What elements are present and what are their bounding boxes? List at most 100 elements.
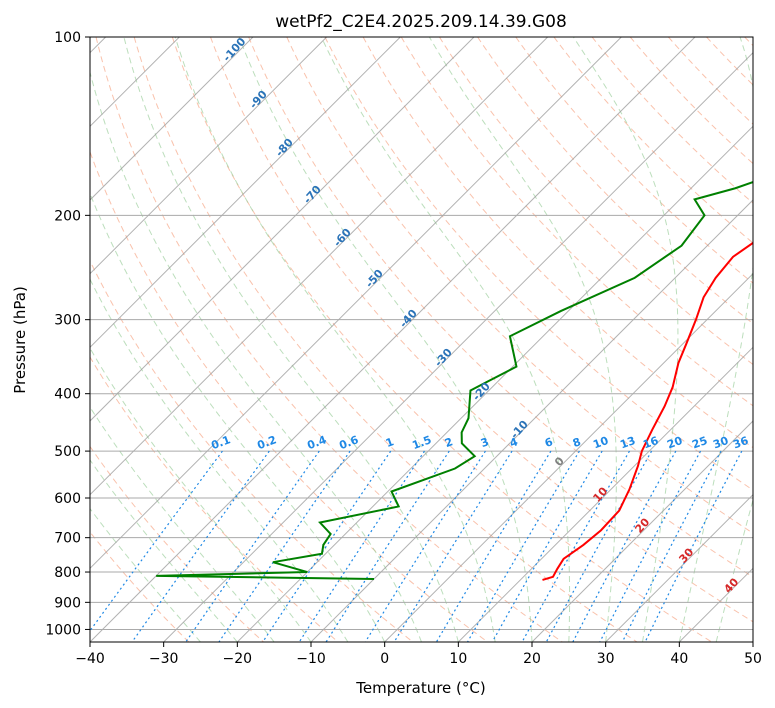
mixing-ratio-label: 1.5 <box>410 433 433 452</box>
dry-adiabat <box>90 445 264 642</box>
mixing-ratio-line <box>466 450 580 642</box>
isotherm <box>605 493 753 642</box>
y-tick-label: 500 <box>54 444 81 460</box>
moist-adiabat <box>90 192 386 642</box>
plot-frame <box>89 36 754 643</box>
isotherm <box>457 346 753 642</box>
isotherm <box>163 51 753 642</box>
moist-adiabat <box>320 37 571 642</box>
moist-adiabat <box>123 37 459 642</box>
isotherm <box>90 37 696 642</box>
mixing-ratio-line <box>521 450 631 642</box>
data-lines <box>156 181 753 581</box>
mixing-ratio-line <box>325 450 450 642</box>
isotherm <box>236 125 753 642</box>
moist-adiabat <box>428 37 617 642</box>
isotherm <box>90 37 328 275</box>
moist-adiabat <box>572 37 679 642</box>
isotherm <box>90 37 254 201</box>
dry-adiabat <box>439 37 753 366</box>
isotherm <box>90 37 401 349</box>
y-tick-label: 400 <box>54 387 81 403</box>
mixing-ratio-line <box>435 450 552 642</box>
moist-adiabat <box>90 70 422 642</box>
mixing-ratio-line <box>491 450 603 642</box>
x-tick-label: −20 <box>223 651 253 667</box>
mixing-ratio-label: 2 <box>443 435 455 450</box>
mixing-ratio-label: 0.2 <box>255 433 278 452</box>
x-axis: −40 −30 −20 −10 0 10 20 30 40 50 <box>75 642 762 667</box>
mixing-ratio-line <box>298 450 425 642</box>
y-tick-label: 300 <box>54 313 81 329</box>
dry-adiabat <box>90 150 488 642</box>
isotherm <box>310 199 753 642</box>
mixing-ratio-label: 3 <box>479 435 491 450</box>
moist-adiabat <box>678 37 753 642</box>
dewpoint-line <box>156 181 753 581</box>
y-tick-label: 1000 <box>45 622 81 638</box>
x-tick-label: 20 <box>523 651 541 667</box>
mixing-ratio-label: 13 <box>618 434 637 451</box>
dry-adiabat <box>90 531 190 642</box>
mixing-ratio-label: 25 <box>690 434 709 451</box>
dry-adiabat <box>210 37 753 623</box>
dry-adiabat <box>133 37 638 642</box>
mixing-ratio-line <box>393 450 513 642</box>
mixing-ratio-label: 4 <box>508 435 520 450</box>
y-tick-label: 800 <box>54 565 81 581</box>
mixing-ratio-label: 0.6 <box>337 433 360 452</box>
x-tick-label: 10 <box>449 651 467 667</box>
moist-adiabat <box>174 37 496 642</box>
y-tick-label: 700 <box>54 531 81 547</box>
x-tick-label: 30 <box>597 651 615 667</box>
mixing-ratio-label: 0.1 <box>209 433 232 452</box>
dry-adiabat <box>286 37 753 534</box>
y-tick-label: 100 <box>54 30 81 46</box>
moist-adiabat <box>238 37 533 642</box>
background-lines <box>90 37 753 642</box>
mixing-ratio-label: 30 <box>711 434 730 452</box>
moist-adiabat <box>715 498 753 642</box>
dry-adiabat <box>248 37 753 578</box>
x-axis-title: Temperature (°C) <box>355 679 485 697</box>
isotherm <box>90 37 549 496</box>
x-tick-label: −40 <box>75 651 105 667</box>
mixing-ratio-label: 36 <box>731 434 750 452</box>
x-tick-label: 40 <box>670 651 688 667</box>
isotherm <box>90 37 622 570</box>
chart-title: wetPf2_C2E4.2025.209.14.39.G08 <box>275 12 567 32</box>
mixing-ratio-label: 16 <box>641 434 660 452</box>
mixing-ratio-line <box>262 450 392 642</box>
mixing-ratio-label: 0.4 <box>305 433 328 452</box>
y-axis: 100 200 300 400 500 600 700 800 900 1000 <box>45 30 90 638</box>
y-tick-label: 600 <box>54 491 81 507</box>
x-tick-label: −10 <box>296 651 326 667</box>
mixing-ratio-line <box>572 450 677 642</box>
mixing-ratio-label: 6 <box>543 435 555 450</box>
mixing-ratio-line <box>364 450 486 642</box>
dry-adiabat <box>400 37 753 407</box>
temperature-line <box>542 241 753 581</box>
dry-adiabat <box>171 37 712 642</box>
x-tick-label: −30 <box>149 651 179 667</box>
y-axis-title: Pressure (hPa) <box>11 286 29 394</box>
mixing-ratio-line <box>90 450 223 632</box>
mixing-ratio-line <box>131 450 270 642</box>
moist-adiabat <box>90 459 238 642</box>
mixing-ratio-label: 1 <box>384 435 396 450</box>
dry-adiabat <box>553 37 753 244</box>
isotherm <box>90 37 475 422</box>
y-tick-label: 900 <box>54 595 81 611</box>
mixing-ratio-label: 20 <box>665 434 684 452</box>
dry-adiabat <box>591 37 753 204</box>
y-tick-label: 200 <box>54 208 81 224</box>
mixing-ratio-line <box>545 450 653 642</box>
mixing-ratio-label: 10 <box>591 434 610 452</box>
x-tick-label: 0 <box>380 651 389 667</box>
x-tick-label: 50 <box>744 651 762 667</box>
dry-adiabat <box>90 356 339 642</box>
moist-adiabat <box>90 278 349 642</box>
mixing-ratio-label: 8 <box>571 435 583 450</box>
